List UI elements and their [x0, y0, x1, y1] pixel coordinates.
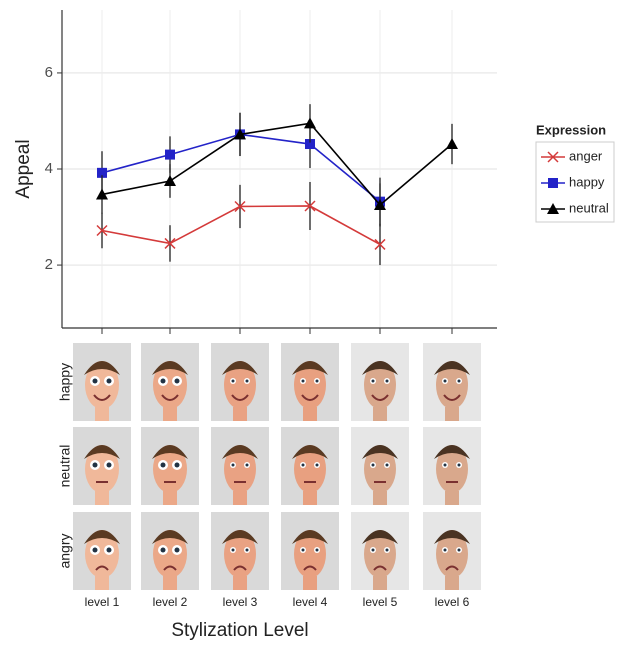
face-image — [281, 512, 339, 590]
face-pupil — [246, 549, 249, 552]
face-pupil — [386, 380, 389, 383]
face-image — [281, 343, 339, 421]
face-pupil — [93, 463, 98, 468]
face-pupil — [246, 380, 249, 383]
y-tick-label: 6 — [45, 64, 53, 81]
face-pupil — [161, 548, 166, 553]
x-tick-label: level 4 — [293, 595, 328, 609]
face-neck — [233, 491, 247, 505]
face-pupil — [161, 379, 166, 384]
face-pupil — [93, 379, 98, 384]
y-axis-title: Appeal — [13, 139, 34, 198]
face-pupil — [246, 464, 249, 467]
face-neck — [303, 491, 317, 505]
face-pupil — [444, 380, 447, 383]
face-neck — [373, 576, 387, 590]
face-neck — [445, 407, 459, 421]
face-image — [281, 427, 339, 505]
x-tick-label: level 1 — [85, 595, 120, 609]
face-neck — [163, 407, 177, 421]
x-tick-label: level 2 — [153, 595, 188, 609]
chart: Appeal Stylization Level Expression 2 4 6 l… — [0, 0, 617, 644]
face-pupil — [175, 548, 180, 553]
face-image — [211, 427, 269, 505]
face-pupil — [316, 464, 319, 467]
face-neck — [303, 576, 317, 590]
face-pupil — [175, 379, 180, 384]
face-pupil — [232, 380, 235, 383]
marker — [548, 178, 558, 188]
face-pupil — [372, 549, 375, 552]
face-neck — [233, 576, 247, 590]
legend-label: happy — [569, 174, 605, 189]
face-pupil — [232, 549, 235, 552]
face-neck — [373, 491, 387, 505]
x-tick-label: level 5 — [363, 595, 398, 609]
face-pupil — [175, 463, 180, 468]
face-pupil — [458, 380, 461, 383]
face-neck — [303, 407, 317, 421]
face-pupil — [372, 380, 375, 383]
face-pupil — [316, 549, 319, 552]
legend-label: anger — [569, 148, 603, 163]
face-neck — [95, 576, 109, 590]
face-pupil — [444, 549, 447, 552]
marker — [165, 150, 175, 160]
face-image — [211, 512, 269, 590]
face-pupil — [107, 379, 112, 384]
face-pupil — [107, 548, 112, 553]
face-pupil — [302, 380, 305, 383]
face-neck — [233, 407, 247, 421]
face-pupil — [372, 464, 375, 467]
face-pupil — [458, 464, 461, 467]
row-label: happy — [57, 363, 73, 401]
face-image — [351, 343, 409, 421]
y-tick-label: 4 — [45, 160, 53, 177]
row-label: neutral — [57, 445, 73, 488]
face-image — [423, 427, 481, 505]
face-image — [73, 427, 131, 505]
face-image — [351, 427, 409, 505]
face-pupil — [444, 464, 447, 467]
face-pupil — [107, 463, 112, 468]
face-image — [141, 427, 199, 505]
face-pupil — [93, 548, 98, 553]
face-pupil — [386, 549, 389, 552]
x-tick-label: level 6 — [435, 595, 470, 609]
face-image — [141, 512, 199, 590]
face-pupil — [458, 549, 461, 552]
face-image — [423, 512, 481, 590]
face-image — [423, 343, 481, 421]
face-pupil — [302, 549, 305, 552]
face-pupil — [316, 380, 319, 383]
face-neck — [163, 491, 177, 505]
face-neck — [95, 491, 109, 505]
y-tick-label: 2 — [45, 256, 53, 273]
row-label: angry — [57, 533, 73, 568]
x-tick-label: level 3 — [223, 595, 258, 609]
face-image — [73, 343, 131, 421]
face-pupil — [302, 464, 305, 467]
face-neck — [373, 407, 387, 421]
face-neck — [445, 491, 459, 505]
face-pupil — [161, 463, 166, 468]
legend-label: neutral — [569, 200, 609, 215]
face-image — [73, 512, 131, 590]
face-neck — [445, 576, 459, 590]
x-axis-title: Stylization Level — [171, 620, 308, 641]
face-image — [211, 343, 269, 421]
face-image — [351, 512, 409, 590]
face-pupil — [232, 464, 235, 467]
face-pupil — [386, 464, 389, 467]
face-neck — [163, 576, 177, 590]
face-image — [141, 343, 199, 421]
legend-title: Expression — [536, 122, 606, 137]
face-neck — [95, 407, 109, 421]
